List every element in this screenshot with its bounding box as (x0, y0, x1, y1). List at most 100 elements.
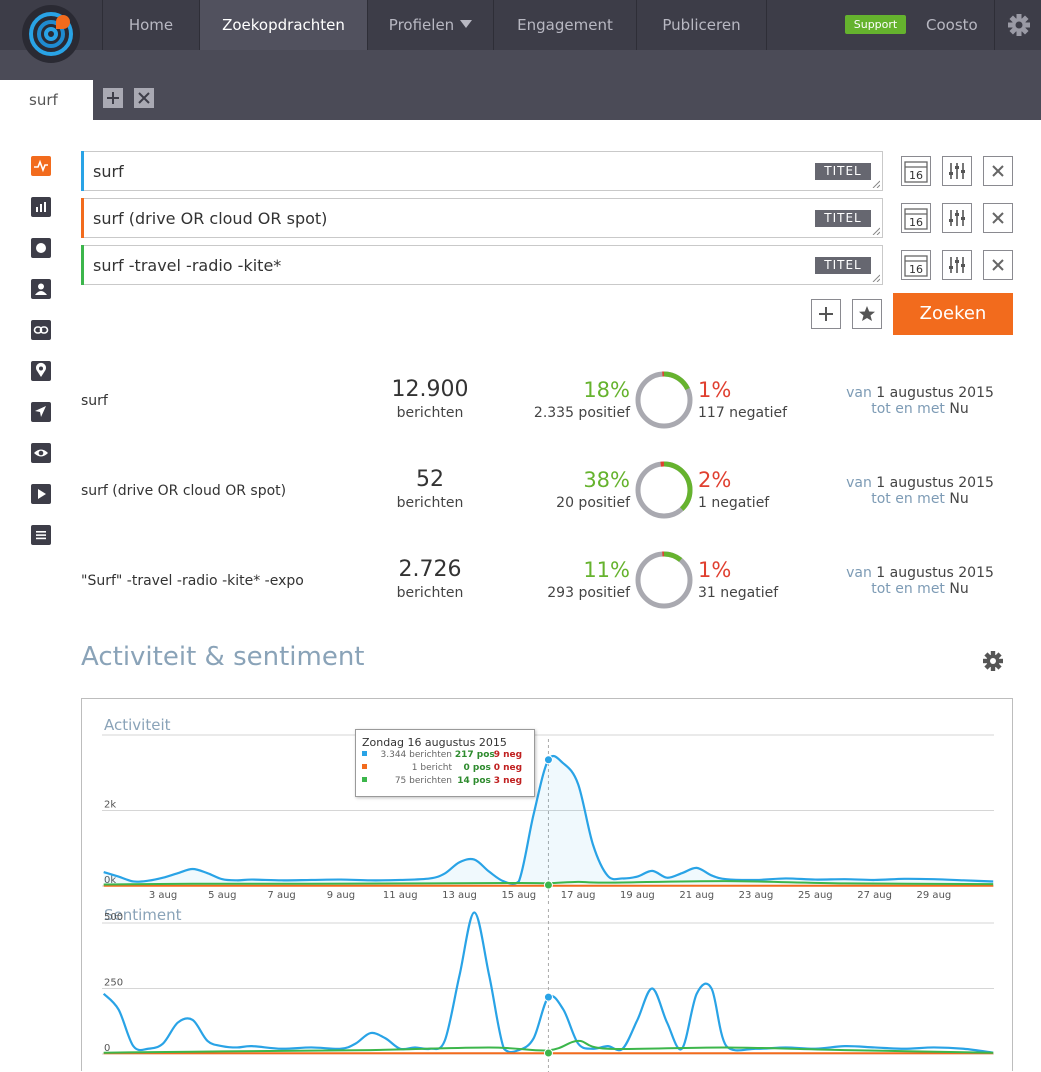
chart-title: Sentiment (104, 906, 182, 924)
close-tab-button[interactable] (134, 88, 154, 108)
play-icon[interactable] (31, 484, 51, 504)
result-count-label-1: berichten (396, 405, 464, 421)
nav-publiceren[interactable]: Publiceren (637, 0, 767, 50)
activity-sentiment-chart[interactable]: Activiteit 0k 2k 3 aug 5 aug 7 aug 9 aug 11 aug… (82, 699, 1014, 1072)
calendar-icon: 16 (904, 208, 928, 230)
result-pos-count-3: 293 positief (547, 585, 630, 601)
activity-icon[interactable] (31, 156, 51, 176)
eye-icon[interactable] (31, 443, 51, 463)
result-count-label-2: berichten (396, 495, 464, 511)
calendar-button-2[interactable]: 16 (901, 203, 931, 233)
link-icon[interactable] (31, 320, 51, 340)
calendar-button-3[interactable]: 16 (901, 250, 931, 280)
user-icon[interactable] (31, 279, 51, 299)
x-tick-label: 27 aug (857, 890, 892, 901)
query-input-1[interactable]: surf TITEL (81, 151, 883, 191)
highlight-point[interactable] (543, 1048, 553, 1058)
circle-icon[interactable] (31, 238, 51, 258)
result-name-2: surf (drive OR cloud OR spot) (81, 483, 287, 499)
x-tick-label: 17 aug (561, 890, 596, 901)
sliders-icon (949, 210, 965, 226)
donut-track (635, 551, 693, 609)
nav-zoekopdrachten[interactable]: Zoekopdrachten (200, 0, 368, 50)
tooltip-neg: 3 neg (493, 776, 523, 786)
result-pos-pct-3: 11% (583, 558, 630, 582)
result-count-3: 2.726 (398, 557, 462, 582)
tooltip-neg: 9 neg (493, 750, 523, 760)
svg-text:16: 16 (909, 263, 923, 276)
add-query-button[interactable] (811, 299, 841, 329)
bar-chart-icon[interactable] (31, 197, 51, 217)
tab-surf[interactable]: surf (0, 80, 93, 120)
query-text: surf (93, 162, 124, 181)
tooltip-pos: 217 pos (454, 750, 495, 760)
navigation-arrow-icon[interactable] (31, 402, 51, 422)
resize-grip-icon[interactable] (872, 274, 880, 282)
result-neg-pct-3: 1% (698, 558, 732, 582)
query-input-3[interactable]: surf -travel -radio -kite* TITEL (81, 245, 883, 285)
resize-grip-icon[interactable] (872, 227, 880, 235)
period-from: 1 augustus 2015 (876, 385, 994, 401)
tooltip-row: 1 bericht 0 pos 0 neg (362, 762, 528, 775)
search-button[interactable]: Zoeken (893, 293, 1013, 335)
support-button[interactable]: Support (845, 15, 906, 34)
search-tab-bar: surf (0, 50, 1041, 120)
x-tick-label: 3 aug (149, 890, 177, 901)
titel-badge[interactable]: TITEL (815, 257, 871, 274)
series-line (103, 754, 994, 885)
location-pin-icon[interactable] (31, 361, 51, 381)
highlight-point[interactable] (543, 992, 553, 1002)
period-to-label: tot en met (871, 401, 945, 417)
highlight-point[interactable] (543, 755, 553, 765)
chart-title: Activiteit (104, 716, 171, 734)
titel-badge[interactable]: TITEL (815, 163, 871, 180)
settings-button[interactable] (994, 0, 1041, 50)
remove-query-button-3[interactable] (983, 250, 1013, 280)
chevron-down-icon (460, 20, 473, 28)
user-menu[interactable]: Coosto (926, 16, 978, 34)
query-input-2[interactable]: surf (drive OR cloud OR spot) TITEL (81, 198, 883, 238)
gear-icon (983, 651, 1003, 671)
chart-container: Activiteit 0k 2k 3 aug 5 aug 7 aug 9 aug 11 aug… (81, 698, 1014, 1072)
tooltip-pos: 0 pos (463, 763, 491, 773)
plus-icon (819, 307, 833, 321)
result-period-2: van 1 augustus 2015 tot en met Nu (820, 475, 1020, 507)
sliders-icon (949, 257, 965, 273)
remove-query-button-1[interactable] (983, 156, 1013, 186)
donut-negative-arc (635, 461, 693, 519)
filter-button-3[interactable] (942, 250, 972, 280)
nav-profielen[interactable]: Profielen (368, 0, 494, 50)
query-text: surf (drive OR cloud OR spot) (93, 209, 328, 228)
resize-grip-icon[interactable] (872, 180, 880, 188)
chart-settings-button[interactable] (982, 650, 1004, 672)
nav-home[interactable]: Home (102, 0, 200, 50)
list-icon[interactable] (31, 525, 51, 545)
favorite-button[interactable] (852, 299, 882, 329)
logo[interactable] (22, 5, 80, 63)
filter-button-2[interactable] (942, 203, 972, 233)
filter-button-1[interactable] (942, 156, 972, 186)
period-from-label: van (846, 565, 872, 581)
close-icon (992, 165, 1004, 177)
tooltip-row: 3.344 berichten 217 pos 9 neg (362, 749, 528, 762)
close-icon (138, 92, 150, 104)
tooltip-berichten: 75 berichten (394, 776, 452, 786)
tooltip-row: 75 berichten 14 pos 3 neg (362, 775, 528, 788)
sentiment-donut-1 (635, 371, 693, 429)
gear-icon (1008, 14, 1030, 36)
add-tab-button[interactable] (103, 88, 123, 108)
star-icon (859, 306, 875, 321)
highlight-point[interactable] (543, 880, 553, 890)
x-tick-label: 25 aug (798, 890, 833, 901)
nav-engagement[interactable]: Engagement (494, 0, 637, 50)
x-tick-label: 13 aug (442, 890, 477, 901)
titel-badge[interactable]: TITEL (815, 210, 871, 227)
period-from-label: van (846, 475, 872, 491)
remove-query-button-2[interactable] (983, 203, 1013, 233)
result-pos-pct-1: 18% (583, 378, 630, 402)
sliders-icon (949, 163, 965, 179)
calendar-icon: 16 (904, 161, 928, 183)
calendar-icon: 16 (904, 255, 928, 277)
calendar-button-1[interactable]: 16 (901, 156, 931, 186)
period-from: 1 augustus 2015 (876, 475, 994, 491)
